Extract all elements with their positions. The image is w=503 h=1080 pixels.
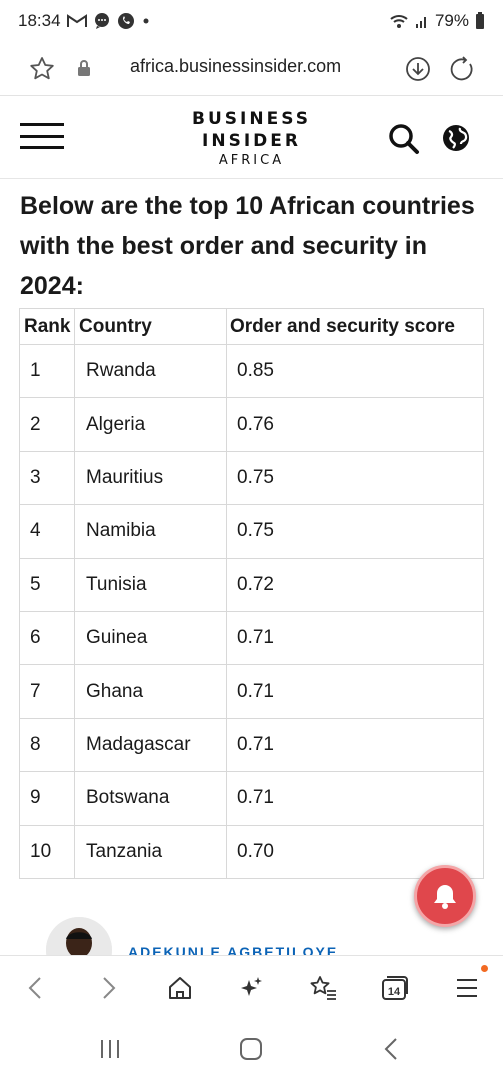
author-name-link[interactable]: ADEKUNLE AGBETILOYE [128, 944, 339, 955]
rank-cell: 5 [19, 557, 75, 612]
score-cell: 0.71 [226, 717, 484, 773]
table-row: 2 Algeria 0.76 [19, 397, 484, 452]
forward-icon[interactable] [96, 974, 120, 1002]
score-cell: 0.85 [226, 343, 484, 399]
wifi-icon [389, 13, 409, 29]
status-left: 18:34 [18, 11, 151, 31]
author-section: ADEKUNLE AGBETILOYE [0, 905, 503, 955]
table-row: 4 Namibia 0.75 [19, 504, 484, 559]
score-cell: 0.76 [226, 397, 484, 452]
notification-bell-button[interactable] [414, 865, 476, 927]
tab-count: 14 [388, 986, 401, 998]
article-heading: Below are the top 10 African countries w… [20, 192, 475, 300]
back-icon[interactable] [24, 974, 48, 1002]
table-row: 5 Tunisia 0.72 [19, 557, 484, 612]
rank-cell: 4 [19, 504, 75, 559]
menu-lines-icon[interactable] [455, 974, 479, 1002]
signal-icon [415, 13, 429, 29]
notification-dot [481, 965, 488, 972]
battery-percent: 79% [434, 11, 469, 30]
globe-icon[interactable] [440, 122, 472, 154]
country-cell: Guinea [74, 610, 227, 666]
menu-icon[interactable] [20, 123, 64, 149]
url-text[interactable]: africa.businessinsider.com [130, 56, 342, 76]
score-cell: 0.71 [226, 610, 484, 666]
brand-line-2[interactable]: INSIDER [202, 131, 301, 151]
home-button-icon[interactable] [238, 1037, 264, 1061]
country-cell: Algeria [74, 397, 227, 452]
address-bar: africa.businessinsider.com [0, 42, 503, 96]
country-cell: Tanzania [74, 824, 227, 879]
clock: 18:34 [18, 11, 61, 30]
country-cell: Ghana [74, 664, 227, 719]
rank-cell: 3 [19, 450, 75, 506]
refresh-icon[interactable] [448, 55, 476, 83]
tabs-icon[interactable]: 14 [380, 973, 410, 1003]
status-bar: 18:34 79% [0, 0, 503, 42]
download-icon[interactable] [404, 55, 432, 83]
country-cell: Rwanda [74, 343, 227, 399]
rank-cell: 2 [19, 397, 75, 452]
table-row: 7 Ghana 0.71 [19, 664, 484, 719]
gmail-icon [66, 14, 87, 28]
rank-cell: 6 [19, 610, 75, 666]
score-cell: 0.75 [226, 450, 484, 506]
status-right: 79% [389, 11, 485, 31]
country-cell: Tunisia [74, 557, 227, 612]
browser-toolbar: 14 [0, 955, 503, 1019]
column-header-score: Order and security score [226, 308, 484, 345]
lock-icon [76, 59, 92, 77]
bell-icon [434, 885, 456, 909]
bookmarks-icon[interactable] [308, 974, 338, 1002]
rank-cell: 9 [19, 771, 75, 826]
system-nav-bar [0, 1019, 503, 1080]
battery-icon [475, 12, 485, 30]
column-header-rank: Rank [19, 308, 75, 345]
table-row: 6 Guinea 0.71 [19, 610, 484, 666]
whatsapp-icon [117, 12, 135, 30]
country-cell: Madagascar [74, 717, 227, 773]
author-avatar[interactable] [46, 917, 112, 955]
country-cell: Namibia [74, 504, 227, 559]
score-cell: 0.71 [226, 664, 484, 719]
table-row: 3 Mauritius 0.75 [19, 450, 484, 506]
score-cell: 0.72 [226, 557, 484, 612]
rank-cell: 10 [19, 824, 75, 879]
system-back-icon[interactable] [380, 1037, 404, 1061]
recent-apps-icon[interactable] [98, 1037, 122, 1061]
table-row: 10 Tanzania 0.70 [19, 824, 484, 879]
country-cell: Botswana [74, 771, 227, 826]
dot-icon [141, 16, 151, 26]
column-header-country: Country [74, 308, 227, 345]
ranking-table: Rank Country Order and security score 1 … [19, 308, 484, 879]
table-row: 1 Rwanda 0.85 [19, 343, 484, 399]
rank-cell: 7 [19, 664, 75, 719]
rank-cell: 8 [19, 717, 75, 773]
bookmark-star-icon[interactable] [28, 55, 56, 83]
sparkle-icon[interactable] [237, 974, 265, 1002]
search-icon[interactable] [386, 121, 422, 157]
table-row: 9 Botswana 0.71 [19, 771, 484, 826]
country-cell: Mauritius [74, 450, 227, 506]
chat-icon [93, 12, 111, 30]
score-cell: 0.75 [226, 504, 484, 559]
rank-cell: 1 [19, 343, 75, 399]
site-header: BUSINESS INSIDER AFRICA [0, 97, 503, 179]
brand-line-1[interactable]: BUSINESS [192, 109, 311, 129]
home-icon[interactable] [166, 974, 194, 1002]
table-row: 8 Madagascar 0.71 [19, 717, 484, 773]
table-header-row: Rank Country Order and security score [19, 308, 484, 345]
score-cell: 0.71 [226, 771, 484, 826]
brand-line-3[interactable]: AFRICA [218, 153, 285, 168]
